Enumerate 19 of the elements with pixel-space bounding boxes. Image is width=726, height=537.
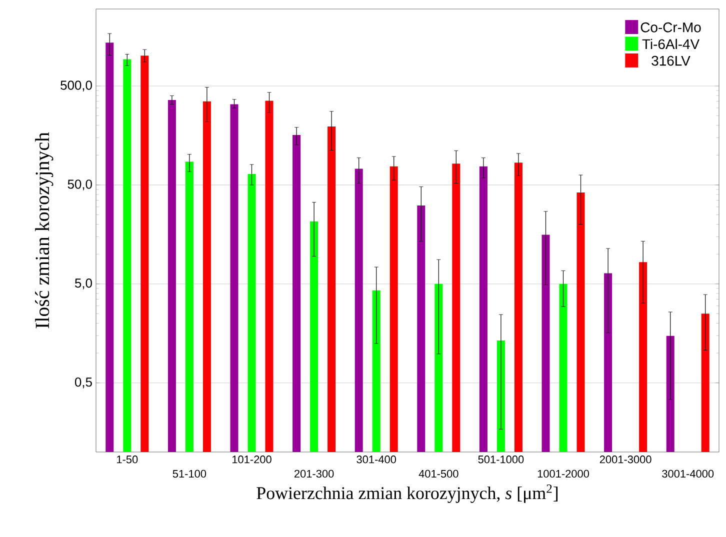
x-axis-title: Powierzchnia zmian korozyjnych, s [μm$^{2}$] xyxy=(256,484,558,503)
y-tick-label: 50,0 xyxy=(68,180,92,190)
legend-label: Ti-6Al-4V xyxy=(642,38,700,50)
x-tick-label: 301-400 xyxy=(356,456,396,464)
x-tick-label: 401-500 xyxy=(418,470,458,478)
y-tick-label: 0,5 xyxy=(74,377,92,388)
legend-label: Co-Cr-Mo xyxy=(640,22,701,32)
x-tick-label: 3001-4000 xyxy=(662,470,714,478)
x-tick-label: 1001-2000 xyxy=(538,470,590,478)
x-tick-label: 2001-3000 xyxy=(600,456,652,464)
legend-label: 316LV xyxy=(652,56,690,66)
x-tick-label: 51-100 xyxy=(172,470,206,478)
x-tick-label: 201-300 xyxy=(294,470,334,478)
x-tick-label: 501-1000 xyxy=(478,456,524,464)
x-tick-label: 101-200 xyxy=(232,456,272,464)
y-axis-title: Ilość zmian korozyjnych xyxy=(35,132,54,328)
y-tick-label: 500,0 xyxy=(60,80,92,92)
x-tick-label: 1-50 xyxy=(117,456,138,464)
y-tick-label: 5,0 xyxy=(74,278,92,290)
